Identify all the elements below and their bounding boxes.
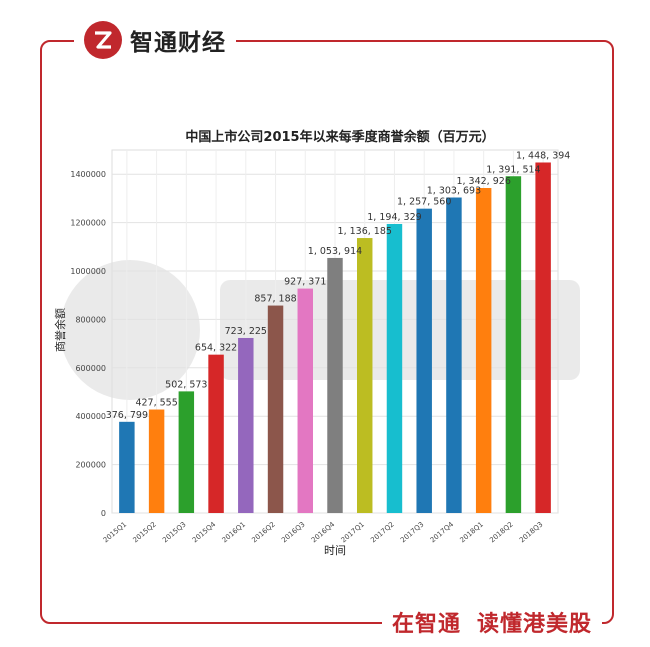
x-tick-label: 2016Q3 <box>280 520 306 544</box>
bar <box>535 162 551 513</box>
bar <box>475 188 492 513</box>
x-tick-label: 2017Q3 <box>399 520 425 544</box>
y-tick-label: 200000 <box>75 461 106 470</box>
bar <box>505 176 522 514</box>
x-axis-label: 时间 <box>324 544 346 557</box>
x-tick-label: 2015Q3 <box>161 520 187 544</box>
content-frame <box>40 40 614 624</box>
data-label: 1, 342, 926 <box>456 176 510 187</box>
data-label: 1, 391, 514 <box>486 164 540 175</box>
y-tick-label: 600000 <box>75 364 106 373</box>
data-label: 723, 225 <box>225 326 267 337</box>
x-tick-label: 2015Q4 <box>191 520 218 544</box>
bars <box>119 162 551 514</box>
y-tick-label: 0 <box>101 509 106 518</box>
y-axis-label: 商誉余额 <box>53 308 67 352</box>
chart-title: 中国上市公司2015年以来每季度商誉余额（百万元） <box>185 129 494 145</box>
brand-header: 智通财经 <box>74 18 236 62</box>
data-label: 1, 194, 329 <box>367 212 421 223</box>
data-label: 502, 573 <box>165 379 207 390</box>
x-tick-label: 2017Q2 <box>369 520 395 544</box>
x-tick-label: 2016Q2 <box>250 520 276 544</box>
bar <box>446 197 462 513</box>
bar <box>386 223 403 513</box>
bar <box>297 288 313 513</box>
data-label: 1, 257, 560 <box>397 197 451 208</box>
brand-name: 智通财经 <box>130 30 226 56</box>
data-label: 1, 448, 394 <box>516 150 570 161</box>
x-tick-label: 2018Q2 <box>488 520 514 544</box>
bar <box>267 305 284 513</box>
data-label: 1, 053, 914 <box>308 246 362 257</box>
data-label: 376, 799 <box>106 410 148 421</box>
bar <box>119 421 135 513</box>
x-tick-label: 2016Q4 <box>310 520 337 544</box>
slogan-part1: 在智通 <box>391 612 461 637</box>
y-tick-label: 1400000 <box>70 170 106 179</box>
data-label: 857, 188 <box>254 294 296 305</box>
y-tick-labels: 0 200000 400000 600000 800000 1000000 1200000 1… <box>70 170 106 518</box>
bar <box>416 208 432 514</box>
x-tick-label: 2016Q1 <box>221 520 247 544</box>
x-tick-label: 2018Q3 <box>518 520 544 544</box>
y-tick-label: 800000 <box>75 315 106 324</box>
data-label: 427, 555 <box>135 398 177 409</box>
data-label: 1, 136, 185 <box>338 226 392 237</box>
x-tick-label: 2017Q1 <box>340 520 366 544</box>
slogan: 在智通 读懂港美股 <box>381 603 602 641</box>
y-tick-label: 1200000 <box>70 219 106 228</box>
x-tick-labels: 2015Q1 2015Q2 2015Q3 2015Q4 2016Q1 2016Q2 2016… <box>102 520 545 544</box>
bar <box>208 354 224 513</box>
data-label: 654, 322 <box>195 343 237 354</box>
y-tick-label: 1000000 <box>70 267 106 276</box>
bar <box>327 257 343 513</box>
x-tick-label: 2015Q2 <box>131 520 157 544</box>
data-label: 927, 371 <box>284 277 326 288</box>
x-tick-label: 2018Q1 <box>459 520 485 544</box>
x-tick-label: 2015Q1 <box>102 520 128 544</box>
brand-logo-icon <box>84 21 122 59</box>
bar <box>148 409 165 513</box>
slogan-part2: 读懂港美股 <box>476 612 592 637</box>
bar <box>238 337 254 513</box>
bar <box>357 238 373 514</box>
y-tick-label: 400000 <box>75 412 106 421</box>
x-tick-label: 2017Q4 <box>429 520 456 544</box>
data-label: 1, 303, 693 <box>427 186 481 197</box>
bar <box>178 391 195 513</box>
